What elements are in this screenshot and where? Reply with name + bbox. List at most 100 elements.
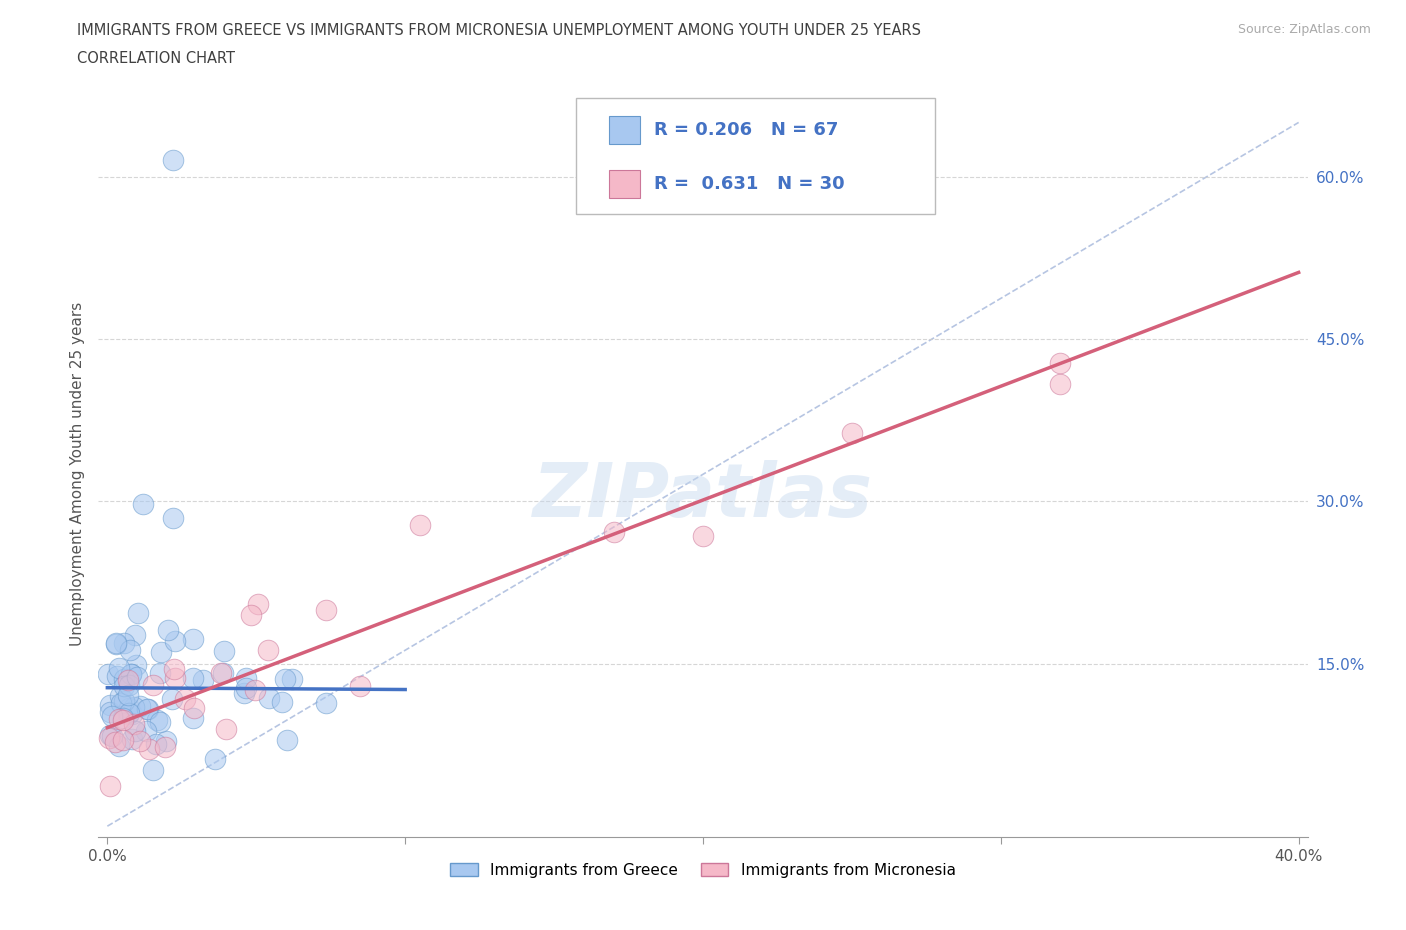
- Point: [247, 596, 270, 611]
- Point: [104, 636, 127, 651]
- Point: [101, 709, 124, 724]
- Point: [124, 628, 146, 643]
- Point: [108, 660, 131, 675]
- Point: [163, 661, 186, 676]
- Point: [602, 525, 624, 539]
- Point: [150, 644, 173, 659]
- Point: [181, 671, 204, 685]
- Point: [138, 742, 160, 757]
- Point: [235, 671, 257, 685]
- Point: [124, 724, 146, 738]
- Point: [142, 763, 165, 777]
- Point: [841, 426, 863, 441]
- Point: [259, 690, 281, 705]
- Point: [157, 622, 180, 637]
- Point: [257, 643, 280, 658]
- Point: [181, 711, 204, 726]
- Point: [98, 698, 121, 712]
- Point: [204, 751, 226, 766]
- Text: IMMIGRANTS FROM GREECE VS IMMIGRANTS FROM MICRONESIA UNEMPLOYMENT AMONG YOUTH UN: IMMIGRANTS FROM GREECE VS IMMIGRANTS FRO…: [77, 23, 921, 38]
- Point: [118, 705, 141, 720]
- Point: [132, 496, 155, 511]
- Point: [212, 644, 235, 658]
- Point: [243, 683, 266, 698]
- Point: [129, 698, 152, 713]
- Point: [349, 678, 371, 693]
- Point: [209, 665, 232, 680]
- Point: [110, 695, 132, 710]
- Point: [107, 738, 129, 753]
- Point: [235, 681, 257, 696]
- Text: ZIPatlas: ZIPatlas: [533, 459, 873, 533]
- Point: [104, 635, 127, 650]
- Point: [135, 702, 157, 717]
- Point: [98, 705, 121, 720]
- Text: R = 0.206   N = 67: R = 0.206 N = 67: [654, 121, 838, 140]
- Point: [105, 669, 128, 684]
- Point: [174, 692, 197, 707]
- Point: [163, 634, 186, 649]
- Point: [112, 671, 135, 686]
- Point: [274, 671, 297, 686]
- Point: [181, 631, 204, 646]
- Point: [215, 722, 238, 737]
- Point: [117, 706, 139, 721]
- Point: [120, 667, 142, 682]
- Point: [155, 734, 177, 749]
- Point: [112, 679, 135, 694]
- Point: [146, 712, 169, 727]
- Point: [118, 700, 141, 715]
- Point: [191, 673, 214, 688]
- Point: [98, 727, 121, 742]
- Point: [117, 673, 139, 688]
- Point: [117, 687, 139, 702]
- Point: [136, 702, 159, 717]
- Point: [162, 153, 184, 167]
- Point: [121, 707, 143, 722]
- Point: [212, 665, 235, 680]
- Point: [162, 511, 184, 525]
- Point: [112, 693, 135, 708]
- Text: CORRELATION CHART: CORRELATION CHART: [77, 51, 235, 66]
- Point: [276, 733, 298, 748]
- Point: [692, 528, 714, 543]
- Point: [108, 711, 131, 726]
- Point: [111, 711, 134, 725]
- Point: [127, 670, 149, 684]
- Point: [101, 729, 124, 744]
- Point: [135, 724, 157, 738]
- Y-axis label: Unemployment Among Youth under 25 years: Unemployment Among Youth under 25 years: [69, 302, 84, 646]
- Point: [114, 636, 136, 651]
- Point: [183, 701, 205, 716]
- Point: [315, 603, 337, 618]
- Point: [118, 643, 141, 658]
- Point: [108, 689, 131, 704]
- Point: [145, 737, 167, 751]
- Point: [280, 671, 302, 686]
- Point: [271, 695, 294, 710]
- Point: [240, 608, 263, 623]
- Point: [121, 732, 143, 747]
- Point: [98, 778, 121, 793]
- Point: [142, 677, 165, 692]
- Point: [122, 699, 145, 714]
- Point: [124, 717, 146, 732]
- Point: [121, 667, 143, 682]
- Point: [409, 518, 432, 533]
- Point: [129, 734, 152, 749]
- Point: [97, 666, 120, 681]
- Point: [111, 733, 134, 748]
- Point: [315, 696, 337, 711]
- Text: R =  0.631   N = 30: R = 0.631 N = 30: [654, 175, 845, 193]
- Point: [232, 685, 254, 700]
- Legend: Immigrants from Greece, Immigrants from Micronesia: Immigrants from Greece, Immigrants from …: [444, 857, 962, 884]
- Point: [1049, 377, 1071, 392]
- Point: [127, 605, 149, 620]
- Point: [153, 739, 176, 754]
- Point: [112, 712, 135, 727]
- Point: [125, 658, 148, 672]
- Point: [149, 715, 172, 730]
- Point: [118, 677, 141, 692]
- Text: Source: ZipAtlas.com: Source: ZipAtlas.com: [1237, 23, 1371, 36]
- Point: [149, 665, 172, 680]
